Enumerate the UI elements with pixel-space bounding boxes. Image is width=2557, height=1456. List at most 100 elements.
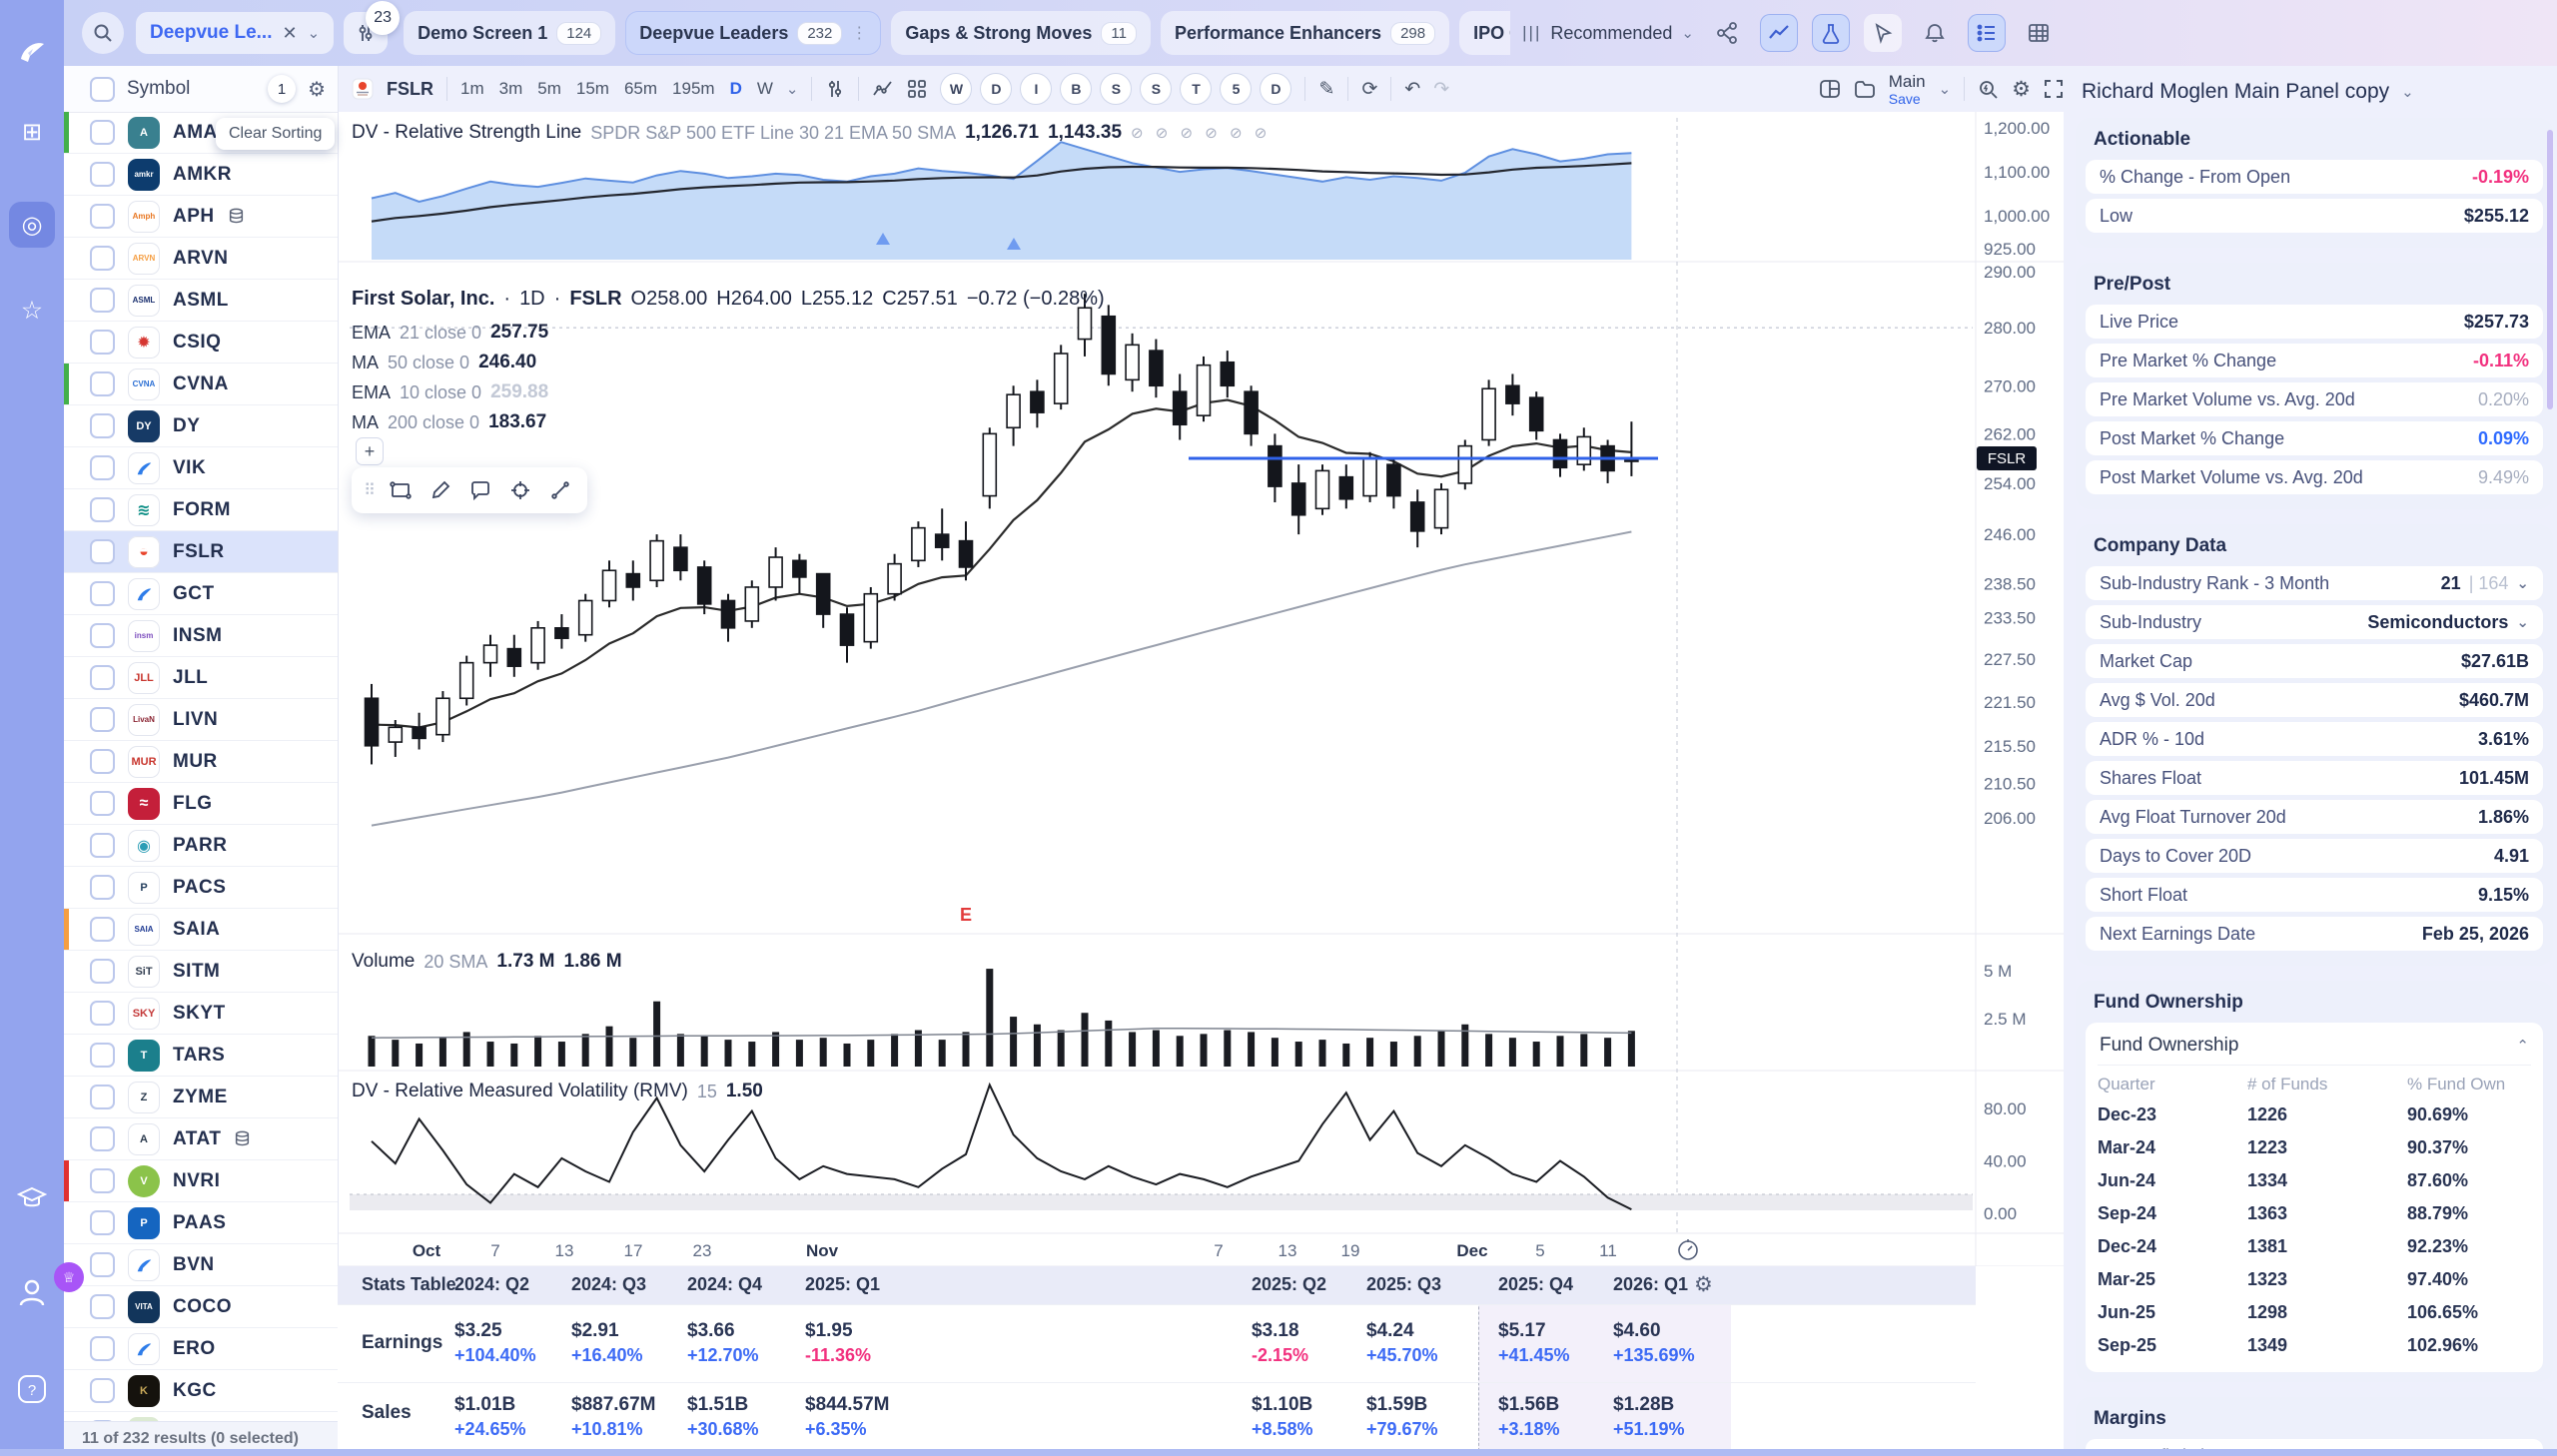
symbol-row-atat[interactable]: A ATAT <box>64 1118 338 1160</box>
symbol-row-aph[interactable]: Amph APH <box>64 196 338 238</box>
rectangle-tool-icon[interactable] <box>384 473 418 507</box>
quick-button-D-8[interactable]: D <box>1260 73 1292 105</box>
indicator-row-ema-2[interactable]: EMA 10 close 0 259.88 <box>352 381 548 403</box>
share-icon[interactable] <box>1708 14 1746 52</box>
tab-demo-screen-1[interactable]: Demo Screen 1 124 <box>404 11 616 55</box>
list-settings-gear-icon[interactable]: ⚙ <box>308 78 326 101</box>
row-checkbox[interactable] <box>90 917 115 942</box>
symbol-row-arvn[interactable]: ARVN ARVN <box>64 238 338 280</box>
save-folder-icon[interactable] <box>1854 79 1876 99</box>
layout-main-save[interactable]: Main Save <box>1889 73 1926 106</box>
symbol-row-ero[interactable]: ERO <box>64 1328 338 1370</box>
row-checkbox[interactable] <box>90 581 115 606</box>
table-view-icon[interactable] <box>2020 14 2058 52</box>
symbol-row-zyme[interactable]: Z ZYME <box>64 1077 338 1118</box>
row-checkbox[interactable] <box>90 1126 115 1151</box>
row-checkbox[interactable] <box>90 707 115 732</box>
row-value[interactable]: Semiconductors ⌄ <box>2367 612 2529 633</box>
rmv-legend[interactable]: DV - Relative Measured Volatility (RMV) … <box>352 1081 763 1102</box>
symbol-row-insm[interactable]: insm INSM <box>64 615 338 657</box>
symbol-row-sitm[interactable]: SiT SITM <box>64 951 338 993</box>
stats-gear-icon[interactable]: ⚙ <box>1694 1273 1713 1296</box>
education-icon[interactable] <box>17 1186 47 1210</box>
quick-button-D-1[interactable]: D <box>980 73 1013 105</box>
symbol-row-csiq[interactable]: ✹ CSIQ <box>64 322 338 364</box>
tab-deepvue-leaders[interactable]: Deepvue Leaders 232 ⋮ <box>625 11 882 55</box>
clear-watchlist-icon[interactable]: ✕ <box>282 22 298 43</box>
symbol-row-form[interactable]: ≋ FORM <box>64 489 338 531</box>
sort-count-badge[interactable]: 1 <box>268 75 297 103</box>
chart-settings-sliders-icon[interactable] <box>825 79 845 99</box>
symbol-row-gct[interactable]: GCT <box>64 573 338 615</box>
fullscreen-icon[interactable] <box>2044 79 2064 99</box>
row-checkbox[interactable] <box>90 1001 115 1026</box>
row-checkbox[interactable] <box>90 1336 115 1361</box>
volume-legend[interactable]: Volume 20 SMA 1.73 M 1.86 M <box>352 951 622 973</box>
timeframe-15m[interactable]: 15m <box>575 79 609 98</box>
row-checkbox[interactable] <box>90 455 115 480</box>
add-indicator-button[interactable]: + <box>356 437 384 465</box>
symbol-row-vik[interactable]: VIK <box>64 447 338 489</box>
symbol-row-dy[interactable]: DY DY <box>64 405 338 447</box>
screener-icon[interactable]: ◎ <box>9 202 55 248</box>
filters-button[interactable]: 23 <box>344 1 401 54</box>
quick-button-S-4[interactable]: S <box>1100 73 1133 105</box>
row-checkbox[interactable] <box>90 413 115 438</box>
symbol-row-paas[interactable]: P PAAS <box>64 1202 338 1244</box>
row-checkbox[interactable] <box>90 288 115 313</box>
ai-cursor-icon[interactable] <box>1864 14 1902 52</box>
row-checkbox[interactable] <box>90 539 115 564</box>
row-checkbox[interactable] <box>90 623 115 648</box>
crosshair-tool-icon[interactable] <box>503 473 537 507</box>
row-checkbox[interactable] <box>90 833 115 858</box>
symbol-row-parr[interactable]: ◉ PARR <box>64 825 338 867</box>
account-icon[interactable]: ♕ <box>18 1262 84 1308</box>
quick-button-B-3[interactable]: B <box>1060 73 1093 105</box>
indicators-icon[interactable] <box>872 79 894 99</box>
dashboard-icon[interactable]: ⊞ <box>21 119 43 146</box>
clear-sorting-tooltip[interactable]: Clear Sorting <box>216 118 336 150</box>
chevron-down-icon[interactable]: ⌄ <box>1938 81 1952 98</box>
row-checkbox[interactable] <box>90 246 115 271</box>
row-checkbox[interactable] <box>90 665 115 690</box>
chart-view-icon[interactable] <box>1760 14 1798 52</box>
trendline-tool-icon[interactable] <box>543 473 577 507</box>
row-checkbox[interactable] <box>90 162 115 187</box>
row-checkbox[interactable] <box>90 120 115 145</box>
indicator-row-ma-1[interactable]: MA 50 close 0 246.40 <box>352 352 536 373</box>
row-checkbox[interactable] <box>90 1210 115 1235</box>
signals-flask-icon[interactable] <box>1812 14 1850 52</box>
symbol-row-pacs[interactable]: P PACS <box>64 867 338 909</box>
rs-legend-controls[interactable]: ⊘ ⊘ ⊘ ⊘ ⊘ ⊘ <box>1131 125 1272 142</box>
timeframe-65m[interactable]: 65m <box>623 79 658 98</box>
symbol-row-saia[interactable]: SAIA SAIA <box>64 909 338 951</box>
brush-tool-icon[interactable] <box>424 473 457 507</box>
row-checkbox[interactable] <box>90 959 115 984</box>
symbol-row-amkr[interactable]: amkr AMKR <box>64 154 338 196</box>
drag-handle-icon[interactable]: ⠿ <box>364 482 376 499</box>
row-checkbox[interactable] <box>90 204 115 229</box>
row-checkbox[interactable] <box>90 371 115 396</box>
symbol-row-cvna[interactable]: CVNA CVNA <box>64 364 338 405</box>
quick-button-S-5[interactable]: S <box>1140 73 1173 105</box>
row-checkbox[interactable] <box>90 330 115 355</box>
symbol-row-livn[interactable]: LivaN LIVN <box>64 699 338 741</box>
row-checkbox[interactable] <box>90 791 115 816</box>
tab-performance-enhancers[interactable]: Performance Enhancers 298 <box>1160 11 1450 55</box>
flash-search-icon[interactable] <box>1978 79 1999 100</box>
timeframe-1m[interactable]: 1m <box>460 79 484 98</box>
row-checkbox[interactable] <box>90 1043 115 1068</box>
chart-gear-icon[interactable]: ⚙ <box>2012 77 2031 101</box>
notifications-bell-icon[interactable] <box>1916 14 1954 52</box>
timeframe-5m[interactable]: 5m <box>537 79 561 98</box>
watchlist-selector[interactable]: Deepvue Le... ✕ ⌄ <box>136 12 335 54</box>
row-checkbox[interactable] <box>90 497 115 522</box>
quick-button-5-7[interactable]: 5 <box>1220 73 1253 105</box>
symbol-row-bvn[interactable]: BVN <box>64 1244 338 1286</box>
symbol-row-kgc[interactable]: K KGC <box>64 1370 338 1412</box>
symbol-row-fslr[interactable]: ◒ FSLR <box>64 531 338 573</box>
draw-pencil-icon[interactable]: ✎ <box>1318 78 1335 100</box>
toolbar-symbol[interactable]: FSLR <box>387 78 433 99</box>
indicator-row-ema-0[interactable]: EMA 21 close 0 257.75 <box>352 322 548 344</box>
row-checkbox[interactable] <box>90 1378 115 1403</box>
